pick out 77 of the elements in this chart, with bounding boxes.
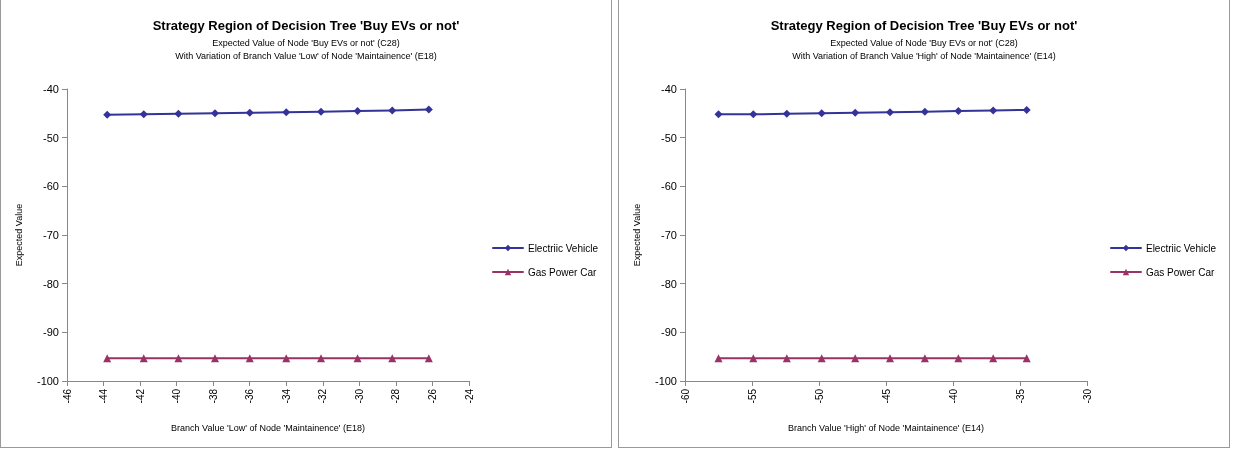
y-tick-label: -60 [661, 180, 677, 193]
point [782, 109, 791, 118]
point [316, 107, 325, 116]
x-tick-label: -60 [679, 388, 691, 404]
point [174, 109, 183, 118]
point [817, 354, 826, 363]
point [211, 354, 220, 363]
y-tick-label: -50 [43, 131, 59, 144]
y-axis-title: Expected Value [631, 203, 642, 267]
legend-label: Electriic Vehicle [527, 242, 599, 254]
y-tick-label: -40 [43, 83, 59, 95]
x-tick-label: -45 [880, 388, 892, 404]
point [282, 108, 291, 117]
x-tick-label: -42 [134, 388, 146, 404]
x-tick-label: -40 [947, 388, 959, 404]
legend-label: Gas Power Car [527, 266, 597, 278]
point [211, 109, 220, 118]
x-axis-title: Branch Value 'Low' of Node 'Maintainence' (E18) [171, 422, 365, 433]
x-tick-label: -28 [390, 388, 402, 404]
point [1022, 105, 1031, 114]
y-tick-label: -60 [43, 180, 59, 193]
point [353, 354, 362, 363]
y-tick-label: -80 [661, 277, 677, 290]
legend-label: Electriic Vehicle [1145, 242, 1217, 254]
x-axis-title: Branch Value 'High' of Node 'Maintainence' (E14) [788, 422, 984, 433]
point [851, 108, 860, 117]
point [103, 110, 112, 119]
chart-title: Strategy Region of Decision Tree 'Buy EVs or not' [152, 18, 460, 33]
x-tick-label: -32 [317, 388, 329, 404]
point [388, 106, 397, 115]
y-tick-label: -40 [661, 83, 677, 95]
x-tick-label: -50 [813, 388, 825, 404]
chart-subtitle: Expected Value of Node 'Buy EVs or not' (C28) With Variation of Branch Value 'Low' of Node 'Maintainence' (E18) [175, 37, 437, 61]
point [245, 108, 254, 117]
point [886, 108, 895, 117]
point [954, 354, 963, 363]
legend-label: Gas Power Car [1145, 266, 1215, 278]
point [989, 106, 998, 115]
y-tick-label: -90 [661, 326, 677, 339]
point [782, 354, 791, 363]
y-tick-label: -80 [43, 277, 59, 290]
x-tick-label: -55 [746, 388, 758, 404]
point [139, 110, 148, 119]
x-tick-label: -36 [244, 388, 256, 404]
point [316, 354, 325, 363]
x-tick-label: -30 [353, 388, 365, 404]
x-tick-label: -35 [1014, 388, 1026, 404]
x-tick-label: -30 [1081, 388, 1093, 404]
point [851, 354, 860, 363]
x-tick-label: -46 [61, 388, 73, 404]
y-axis-title: Expected Value [13, 203, 24, 267]
point [920, 354, 929, 363]
point [920, 107, 929, 116]
x-tick-label: -26 [426, 388, 438, 404]
y-tick-label: -100 [36, 375, 59, 387]
chart-title: Strategy Region of Decision Tree 'Buy EVs or not' [770, 18, 1078, 33]
x-tick-label: -40 [171, 388, 183, 404]
y-tick-label: -70 [43, 229, 59, 241]
point [749, 354, 758, 363]
point [714, 354, 723, 363]
y-tick-label: -100 [654, 375, 677, 387]
point [174, 354, 183, 363]
point [749, 110, 758, 119]
point [817, 109, 826, 118]
x-tick-label: -34 [280, 388, 292, 404]
point [424, 105, 433, 114]
point [954, 106, 963, 115]
y-tick-label: -70 [661, 229, 677, 241]
chart-subtitle: Expected Value of Node 'Buy EVs or not' (C28) With Variation of Branch Value 'High' of Node 'Maintainence' (E14) [792, 37, 1056, 61]
x-tick-label: -38 [207, 388, 219, 404]
y-tick-label: -90 [43, 326, 59, 339]
point [886, 354, 895, 363]
point [353, 106, 362, 115]
x-tick-label: -44 [98, 388, 110, 404]
y-tick-label: -50 [661, 131, 677, 144]
point [714, 110, 723, 119]
x-tick-label: -24 [463, 388, 475, 404]
